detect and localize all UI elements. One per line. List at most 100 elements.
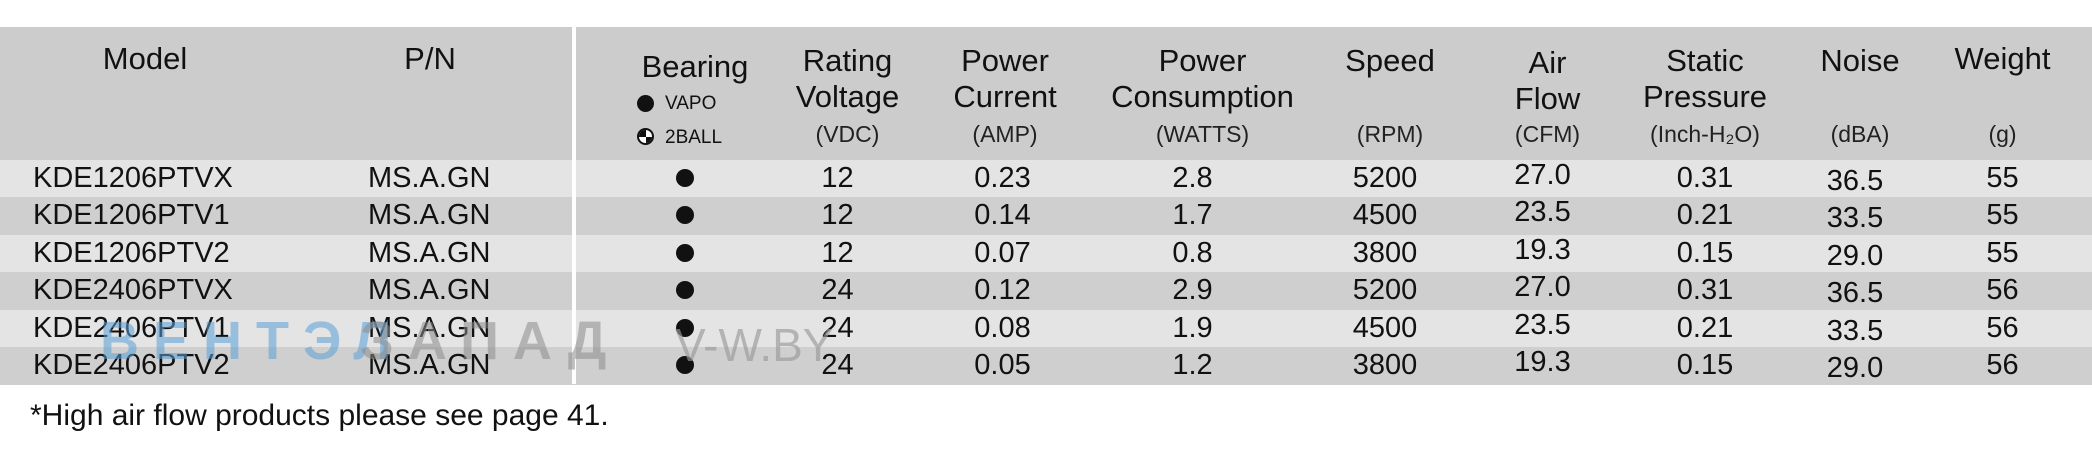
vapo-bearing-icon xyxy=(676,169,694,187)
cell-noise: 36.5 xyxy=(1826,277,1884,310)
cell-cfm: 23.5 xyxy=(1514,308,1571,341)
legend-vapo: VAPO xyxy=(665,93,717,114)
table-row: KDE2406PTV2 MS.A.GN 24 0.05 1.2 3800 19.3 0.15 2… xyxy=(0,346,2092,385)
cell-cfm: 19.3 xyxy=(1514,346,1571,378)
cell-cfm: 27.0 xyxy=(1514,159,1571,191)
cell-voltage: 24 xyxy=(821,274,854,307)
legend-2ball: 2BALL xyxy=(665,127,723,148)
cell-rpm: 4500 xyxy=(1352,199,1418,232)
cell-current: 0.07 xyxy=(974,236,1031,269)
cell-watts: 2.9 xyxy=(1172,274,1213,307)
header-voltage-line2: Voltage xyxy=(795,79,900,114)
cell-pn: MS.A.GN xyxy=(368,199,491,232)
cell-current: 0.23 xyxy=(974,162,1031,194)
table-row: KDE1206PTV2 MS.A.GN 12 0.07 0.8 3800 19.3 0.15 2… xyxy=(0,233,2092,273)
header-pressure-line1: Static xyxy=(1666,43,1744,78)
cell-pn: MS.A.GN xyxy=(368,236,491,269)
cell-voltage: 24 xyxy=(821,349,854,381)
table-row: KDE2406PTVX MS.A.GN 24 0.12 2.9 5200 27.0 0.31 3… xyxy=(0,271,2092,310)
cell-model: KDE1206PTV1 xyxy=(33,199,230,232)
unit-speed: (RPM) xyxy=(1356,121,1424,147)
cell-pn: MS.A.GN xyxy=(368,162,491,194)
header-pn: P/N xyxy=(404,41,456,76)
header-consumption-line1: Power xyxy=(1158,43,1247,78)
unit-current: (AMP) xyxy=(972,121,1038,147)
header-speed: Speed xyxy=(1345,43,1435,78)
header-current-line1: Power xyxy=(961,43,1049,78)
cell-rpm: 3800 xyxy=(1352,349,1418,381)
cell-pressure: 0.31 xyxy=(1676,274,1734,307)
cell-weight: 55 xyxy=(1986,199,2019,232)
cell-cfm: 27.0 xyxy=(1514,271,1571,304)
cell-watts: 1.2 xyxy=(1172,349,1213,381)
cell-watts: 1.9 xyxy=(1172,311,1213,344)
table-row: KDE1206PTVX MS.A.GN 12 0.23 2.8 5200 27.0 0.31 3… xyxy=(0,159,2092,198)
watermark-site: V-W.BY xyxy=(675,319,834,371)
cell-voltage: 24 xyxy=(821,311,854,344)
cell-pressure: 0.15 xyxy=(1676,236,1734,269)
unit-consumption: (WATTS) xyxy=(1155,121,1250,147)
header-weight: Weight xyxy=(1954,41,2051,76)
cell-rpm: 5200 xyxy=(1352,162,1418,194)
header-noise: Noise xyxy=(1820,43,1900,78)
header-consumption-line2: Consumption xyxy=(1111,79,1294,114)
unit-weight: (g) xyxy=(1988,121,2017,147)
cell-voltage: 12 xyxy=(821,199,854,232)
cell-voltage: 12 xyxy=(821,162,854,194)
header-pressure-line2: Pressure xyxy=(1642,79,1768,114)
cell-voltage: 12 xyxy=(821,236,854,269)
cell-cfm: 23.5 xyxy=(1514,196,1571,229)
cell-noise: 29.0 xyxy=(1826,239,1884,272)
unit-noise: (dBA) xyxy=(1830,121,1890,147)
unit-pressure: (Inch-H₂O) xyxy=(1650,121,1760,147)
vapo-bearing-icon xyxy=(676,281,694,300)
cell-weight: 56 xyxy=(1986,274,2019,307)
cell-model: KDE2406PTV2 xyxy=(33,349,230,381)
cell-model: KDE2406PTVX xyxy=(33,274,233,307)
header-bearing: Bearing xyxy=(641,49,749,84)
cell-noise: 33.5 xyxy=(1826,202,1884,235)
vapo-legend-icon xyxy=(637,95,654,112)
watermark-zapad: ЗАПАД xyxy=(360,311,621,371)
cell-rpm: 5200 xyxy=(1352,274,1418,307)
unit-voltage: (VDC) xyxy=(815,121,880,147)
header-model: Model xyxy=(102,41,188,76)
cell-watts: 1.7 xyxy=(1172,199,1213,232)
vapo-bearing-icon xyxy=(676,243,694,262)
header-airflow-line1: Air xyxy=(1528,45,1567,80)
watermark-ventel: ВЕНТЭЛ xyxy=(100,311,406,371)
cell-pn: MS.A.GN xyxy=(368,349,491,381)
cell-rpm: 3800 xyxy=(1352,236,1418,269)
cell-noise: 33.5 xyxy=(1826,314,1884,347)
cell-pn: MS.A.GN xyxy=(368,274,491,307)
cell-noise: 29.0 xyxy=(1826,352,1884,384)
column-divider xyxy=(572,27,576,384)
vapo-bearing-icon xyxy=(676,318,694,337)
cell-watts: 2.8 xyxy=(1172,162,1213,194)
cell-current: 0.12 xyxy=(974,274,1031,307)
cell-watts: 0.8 xyxy=(1172,236,1213,269)
cell-pressure: 0.15 xyxy=(1676,349,1734,381)
cell-cfm: 19.3 xyxy=(1514,233,1571,266)
cell-rpm: 4500 xyxy=(1352,311,1418,344)
header-voltage-line1: Rating xyxy=(802,43,893,78)
table-row: KDE1206PTV1 MS.A.GN 12 0.14 1.7 4500 23.5 0.21 3… xyxy=(0,196,2092,235)
unit-airflow: (CFM) xyxy=(1514,121,1581,147)
cell-model: KDE2406PTV1 xyxy=(33,311,230,344)
table-row: KDE2406PTV1 MS.A.GN 24 0.08 1.9 4500 23.5 0.21 3… xyxy=(0,308,2092,348)
cell-weight: 55 xyxy=(1986,236,2019,269)
cell-weight: 56 xyxy=(1986,311,2019,344)
cell-current: 0.05 xyxy=(974,349,1031,381)
cell-model: KDE1206PTVX xyxy=(33,162,233,194)
cell-weight: 55 xyxy=(1986,162,2019,194)
spec-table: Model P/N Bearing VAPO 2BALL Rating Volt… xyxy=(0,27,2092,385)
cell-model: KDE1206PTV2 xyxy=(33,236,230,269)
cell-pn: MS.A.GN xyxy=(368,311,491,344)
cell-current: 0.14 xyxy=(974,199,1031,232)
header-current-line2: Current xyxy=(953,79,1057,114)
vapo-bearing-icon xyxy=(676,206,694,225)
table-header: Model P/N Bearing VAPO 2BALL Rating Volt… xyxy=(0,27,2092,160)
footnote: *High air flow products please see page … xyxy=(30,399,609,432)
cell-pressure: 0.21 xyxy=(1676,199,1734,232)
cell-noise: 36.5 xyxy=(1826,165,1884,197)
